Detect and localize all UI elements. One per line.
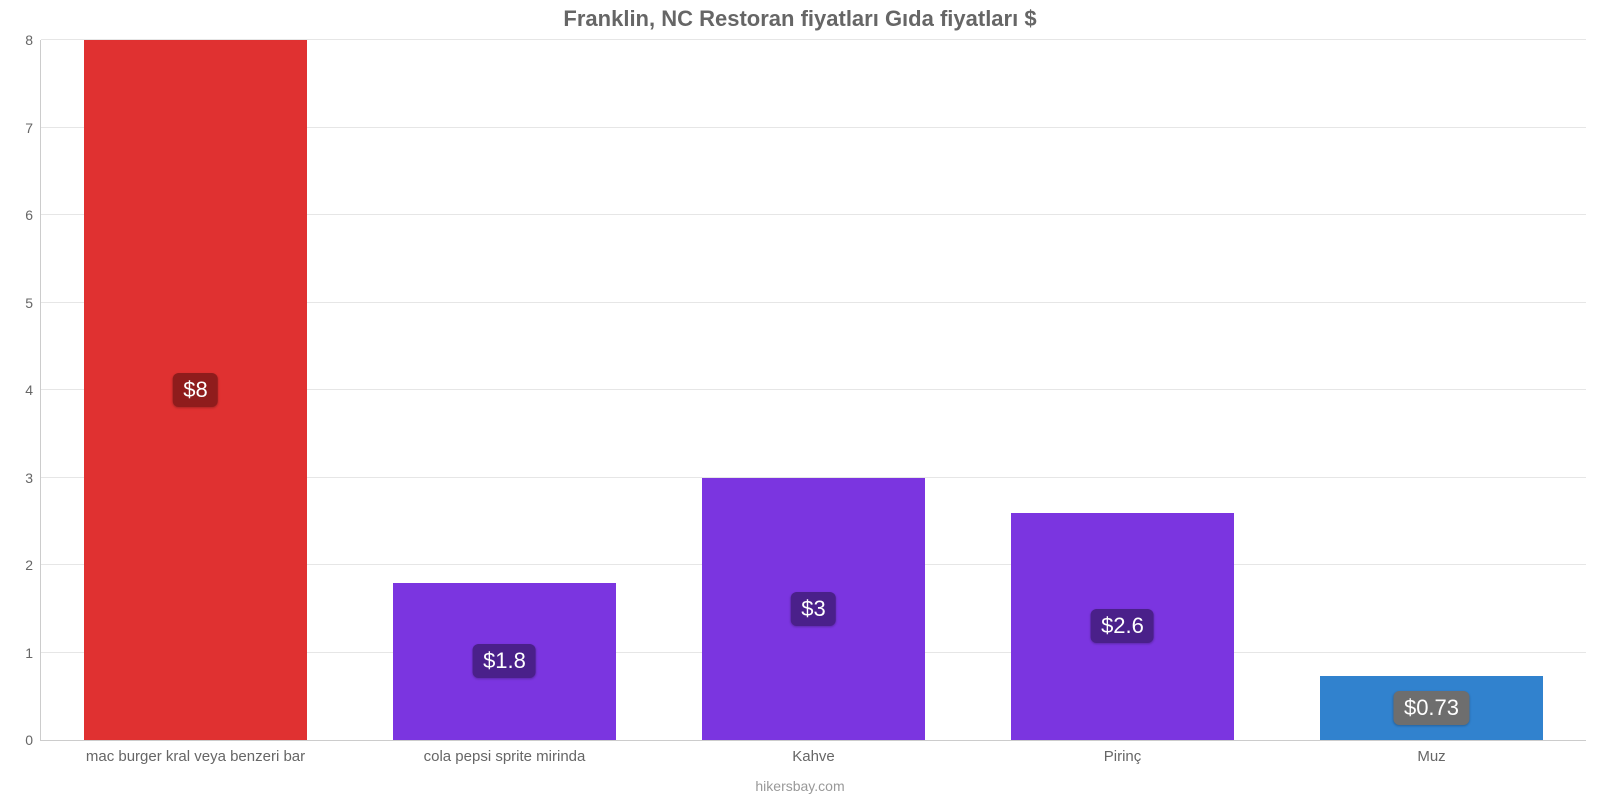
value-badge: $8 — [173, 373, 217, 407]
x-tick-label: Muz — [1417, 740, 1445, 765]
y-tick-label: 0 — [25, 732, 41, 748]
value-badge: $1.8 — [473, 644, 536, 678]
x-tick-label: Pirinç — [1104, 740, 1142, 765]
value-badge: $2.6 — [1091, 609, 1154, 643]
y-tick-label: 4 — [25, 382, 41, 398]
bar: $1.8 — [393, 583, 615, 741]
y-tick-label: 8 — [25, 32, 41, 48]
bar: $3 — [702, 478, 924, 741]
y-tick-label: 6 — [25, 207, 41, 223]
x-tick-label: cola pepsi sprite mirinda — [424, 740, 586, 765]
y-tick-label: 7 — [25, 120, 41, 136]
x-tick-label: Kahve — [792, 740, 835, 765]
y-tick-label: 2 — [25, 557, 41, 573]
y-tick-label: 1 — [25, 645, 41, 661]
value-badge: $3 — [791, 592, 835, 626]
bar: $2.6 — [1011, 513, 1233, 741]
value-badge: $0.73 — [1394, 691, 1469, 725]
plot-area: 012345678$8mac burger kral veya benzeri … — [40, 40, 1586, 741]
chart-title: Franklin, NC Restoran fiyatları Gıda fiy… — [0, 6, 1600, 32]
y-tick-label: 5 — [25, 295, 41, 311]
chart-container: Franklin, NC Restoran fiyatları Gıda fiy… — [0, 0, 1600, 800]
chart-credit: hikersbay.com — [0, 778, 1600, 794]
bar: $0.73 — [1320, 676, 1542, 740]
y-tick-label: 3 — [25, 470, 41, 486]
x-tick-label: mac burger kral veya benzeri bar — [86, 740, 305, 765]
bar: $8 — [84, 40, 306, 740]
